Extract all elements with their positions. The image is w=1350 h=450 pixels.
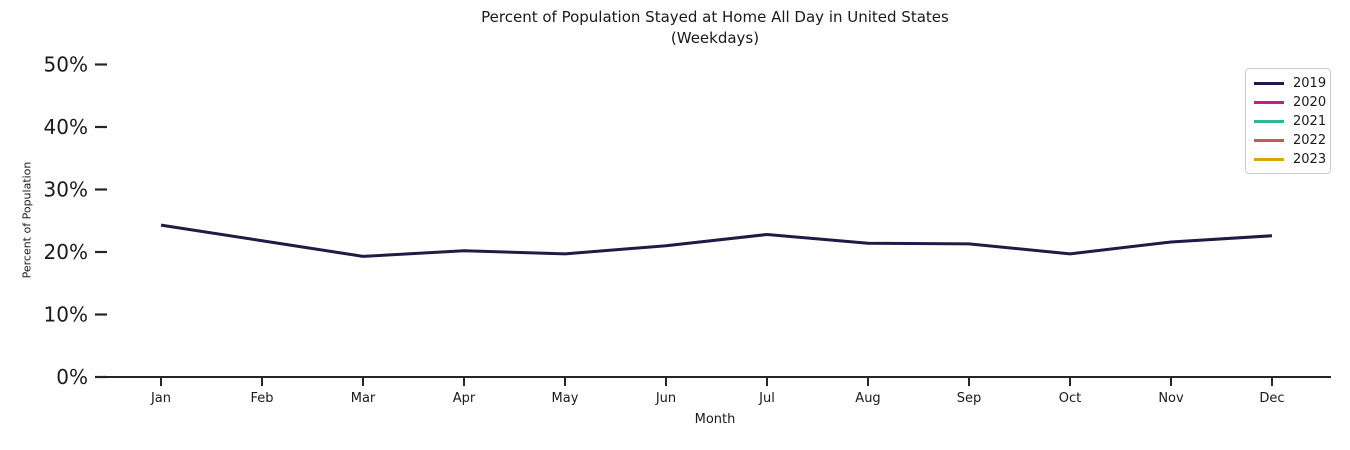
y-tick-label: 40% [44, 115, 88, 139]
legend-line-swatch-2022 [1254, 139, 1284, 142]
x-tick-label: Jun [655, 391, 676, 406]
legend-entry-2022: 2022 [1246, 131, 1330, 150]
legend-entry-2019: 2019 [1246, 74, 1330, 93]
legend-line-swatch-2021 [1254, 120, 1284, 123]
x-tick-label: Apr [453, 391, 476, 406]
x-tick-label: Jan [150, 391, 171, 406]
legend-label-2020: 2020 [1293, 95, 1327, 110]
x-axis-label: Month [694, 412, 736, 427]
x-tick-label: Mar [351, 391, 376, 406]
chart-title: Percent of Population Stayed at Home All… [99, 7, 1331, 49]
chart-title-line2: (Weekdays) [670, 29, 760, 47]
y-tick-label: 20% [44, 240, 88, 264]
series-line-2019 [160, 223, 1273, 258]
legend-label-2022: 2022 [1293, 133, 1327, 148]
legend-line-swatch-2019 [1254, 82, 1284, 85]
legend-line-swatch-2023 [1254, 158, 1284, 161]
legend-line-swatch-2020 [1254, 101, 1284, 104]
y-tick-label: 30% [44, 178, 88, 202]
legend-entry-2021: 2021 [1246, 112, 1330, 131]
x-tick-label: Dec [1259, 391, 1284, 406]
x-tick-label: Nov [1158, 391, 1184, 406]
y-tick-label: 10% [44, 303, 88, 327]
x-tick-label: Aug [855, 391, 880, 406]
x-tick-label: Feb [250, 391, 273, 406]
legend-entry-2023: 2023 [1246, 150, 1330, 169]
y-tick-label: 50% [44, 53, 88, 77]
legend-label-2019: 2019 [1293, 76, 1327, 91]
x-tick-label: Oct [1059, 391, 1081, 406]
chart-title-line1: Percent of Population Stayed at Home All… [481, 8, 949, 26]
legend-entry-2020: 2020 [1246, 93, 1330, 112]
y-tick-label: 0% [56, 365, 88, 389]
x-tick-label: May [552, 391, 579, 406]
legend-label-2023: 2023 [1293, 152, 1327, 167]
x-tick-label: Jul [758, 391, 775, 406]
x-tick-label: Sep [957, 391, 982, 406]
legend: 2019 2020 2021 2022 2023 [1245, 68, 1331, 174]
legend-label-2021: 2021 [1293, 114, 1327, 129]
